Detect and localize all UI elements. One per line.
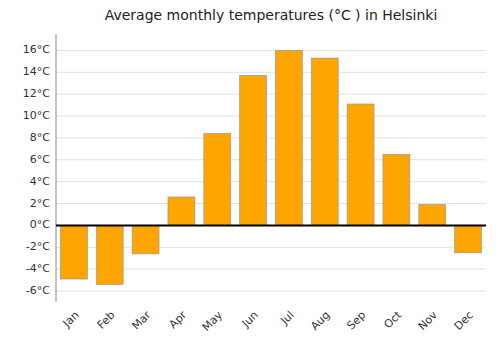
bar [132,225,159,253]
bar [168,197,195,225]
zero-line [56,224,486,226]
y-tick-label: -4°C [26,262,50,275]
bars [60,50,481,284]
y-tick-label: 8°C [30,131,50,144]
grid-line [56,72,486,73]
x-tick-label: Aug [308,309,332,333]
grid-line [56,94,486,95]
bar [275,50,302,225]
y-tick-label: 14°C [23,65,50,78]
y-tick-label: 10°C [23,109,50,122]
x-tick-label: May [200,308,226,334]
bar [60,225,87,279]
y-tick-label: 6°C [30,153,50,166]
x-tick-label: Jan [60,309,82,331]
x-tick-label: Apr [167,308,190,331]
grid-line [56,291,486,292]
grid-line [56,225,486,226]
x-tick-label: Mar [129,308,153,332]
bar [419,205,446,226]
bar [240,76,267,226]
grid-line [56,181,486,182]
title: Average monthly temperatures (°C ) in He… [105,7,438,23]
x-tick-label: Jul [277,309,296,328]
bar [347,104,374,225]
grid-line [56,50,486,51]
chart: -6°C -4°C -2°C 0°C 2°C 4°C 6°C 8°C 10°C 12°C 14°C 1… [0,0,500,350]
bar [383,154,410,225]
y-tick-label: -2°C [26,240,50,253]
x-tick-label: Nov [416,308,441,333]
y-tick-label: 16°C [23,43,50,56]
grid-line [56,137,486,138]
y-tick-label: 0°C [30,218,50,231]
y-axis-line [56,34,57,302]
y-tick-label: 12°C [23,87,50,100]
x-tick-label: Oct [382,308,405,331]
y-tick-label: -6°C [26,284,50,297]
grid-line [56,159,486,160]
bar [96,225,123,284]
bar [311,58,338,225]
y-tick-label: 2°C [30,197,50,210]
x-tick-label: Dec [452,309,476,333]
grid-line [56,203,486,204]
bar [204,134,231,226]
bar [455,225,482,252]
chart-container: -6°C -4°C -2°C 0°C 2°C 4°C 6°C 8°C 10°C 12°C 14°C 1… [0,0,500,350]
grid-line [56,116,486,117]
y-tick-label: 4°C [30,175,50,188]
x-tick-label: Sep [345,309,369,333]
x-tick-label: Jun [239,309,261,331]
x-tick-label: Feb [95,309,118,332]
